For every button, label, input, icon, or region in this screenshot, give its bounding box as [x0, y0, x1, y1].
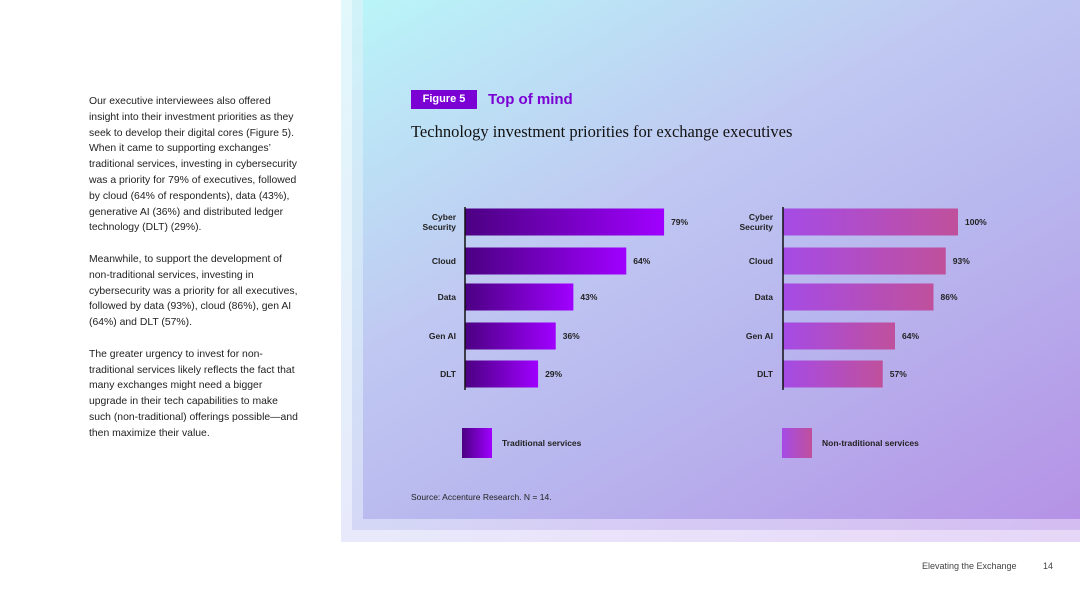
value-label-1-1: 93%	[953, 256, 970, 266]
footer-title: Elevating the Exchange	[922, 561, 1017, 571]
body-text: Our executive interviewees also offered …	[89, 94, 301, 457]
value-label-0-3: 36%	[563, 331, 580, 341]
value-label-1-4: 57%	[890, 369, 907, 379]
legend-label-0: Traditional services	[502, 438, 582, 448]
value-label-1-0: 100%	[965, 217, 987, 227]
figure-tag: Figure 5	[411, 90, 477, 109]
figure-subtitle: Technology investment priorities for exc…	[411, 122, 793, 141]
value-label-1-3: 64%	[902, 331, 919, 341]
bar-1-2	[783, 283, 934, 311]
category-label-1-4: DLT	[757, 369, 774, 379]
value-label-0-0: 79%	[671, 217, 688, 227]
value-label-0-4: 29%	[545, 369, 562, 379]
legend-label-1: Non-traditional services	[822, 438, 919, 448]
source-note: Source: Accenture Research. N = 14.	[411, 492, 552, 502]
category-label-1-3: Gen AI	[746, 331, 773, 341]
bar-1-3	[783, 322, 895, 350]
value-label-1-2: 86%	[941, 292, 958, 302]
bar-0-3	[465, 322, 556, 350]
value-label-0-1: 64%	[633, 256, 650, 266]
category-label-0-1: Cloud	[432, 256, 456, 266]
figure-title: Top of mind	[488, 91, 573, 108]
category-label-1-2: Data	[755, 292, 774, 302]
category-label-0-4: DLT	[440, 369, 457, 379]
bar-0-4	[465, 360, 539, 388]
paragraph-2: Meanwhile, to support the development of…	[89, 253, 298, 329]
legend-swatch-1	[782, 428, 812, 458]
paragraph-1: Our executive interviewees also offered …	[89, 96, 297, 234]
category-label-0-0: Cyber Security	[422, 212, 456, 232]
bar-1-0	[783, 208, 958, 236]
page-number: 14	[1043, 561, 1054, 571]
value-label-0-2: 43%	[580, 292, 597, 302]
bar-1-4	[783, 360, 883, 388]
bar-0-1	[465, 247, 627, 275]
bar-1-1	[783, 247, 946, 275]
paragraph-3: The greater urgency to invest for non-tr…	[89, 348, 298, 439]
category-label-1-1: Cloud	[749, 256, 773, 266]
bar-0-0	[465, 208, 665, 236]
legend-swatch-0	[462, 428, 492, 458]
category-label-0-2: Data	[438, 292, 457, 302]
category-label-0-3: Gen AI	[429, 331, 456, 341]
category-label-1-0: Cyber Security	[739, 212, 773, 232]
bar-0-2	[465, 283, 574, 311]
